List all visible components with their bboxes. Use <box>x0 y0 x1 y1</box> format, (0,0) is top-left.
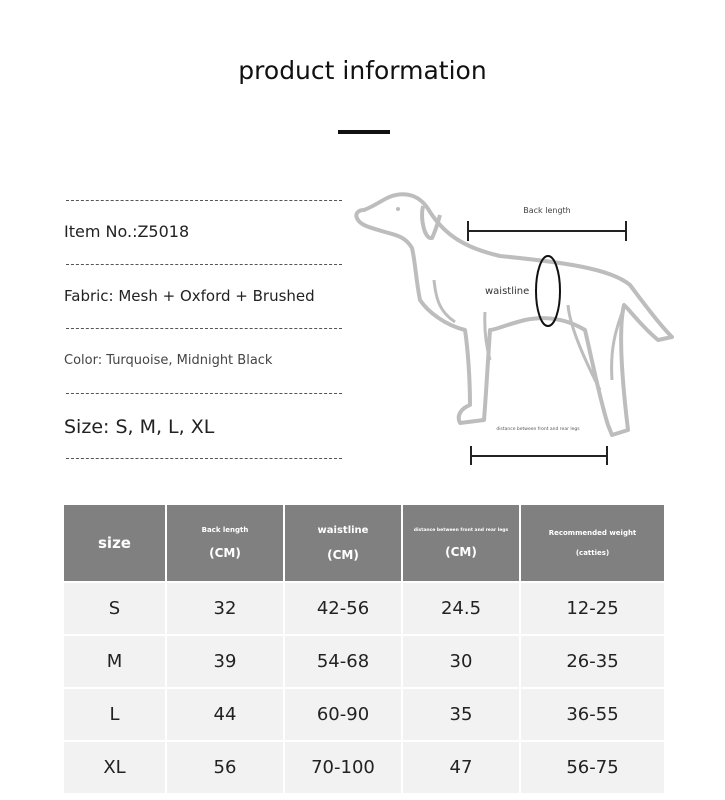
waistline-marker <box>535 255 561 327</box>
leg-distance-label: distance between front and rear legs <box>496 426 580 432</box>
header-label: Back length <box>201 526 249 534</box>
header-unit: (catties) <box>575 549 610 557</box>
table-cell: 24.5 <box>403 583 519 634</box>
table-cell: XL <box>64 742 165 793</box>
size: Size: S, M, L, XL <box>64 416 215 438</box>
header-back-length: Back length (CM) <box>167 505 283 581</box>
header-size: size <box>64 505 165 581</box>
table-cell: 36-55 <box>521 689 664 740</box>
dog-diagram: Back length waistline distance between f… <box>354 192 674 465</box>
table-cell: 56-75 <box>521 742 664 793</box>
waistline-label: waistline <box>485 286 529 297</box>
back-length-marker <box>467 221 627 241</box>
table-cell: 12-25 <box>521 583 664 634</box>
table-cell: M <box>64 636 165 687</box>
size-chart-table: size Back length (CM) waistline (CM) dista… <box>62 503 666 795</box>
table-cell: 47 <box>403 742 519 793</box>
item-number: Item No.:Z5018 <box>64 222 190 241</box>
divider <box>66 328 342 329</box>
table-cell: 39 <box>167 636 283 687</box>
leg-distance-marker <box>470 446 608 465</box>
table-cell: 26-35 <box>521 636 664 687</box>
divider <box>66 200 342 201</box>
header-unit: (CM) <box>327 547 359 562</box>
table-cell: 30 <box>403 636 519 687</box>
header-label: Recommended weight <box>548 529 637 537</box>
table-cell: 70-100 <box>285 742 401 793</box>
table-row: L 44 60-90 35 36-55 <box>64 689 664 740</box>
header-label: waistline <box>317 524 369 536</box>
table-cell: 32 <box>167 583 283 634</box>
divider <box>66 393 342 394</box>
header-unit: (CM) <box>209 546 241 560</box>
header-weight: Recommended weight (catties) <box>521 505 664 581</box>
table-row: XL 56 70-100 47 56-75 <box>64 742 664 793</box>
back-length-label: Back length <box>523 206 570 215</box>
table-header-row: size Back length (CM) waistline (CM) dista… <box>64 505 664 581</box>
table-cell: 35 <box>403 689 519 740</box>
divider <box>66 264 342 265</box>
table-cell: 60-90 <box>285 689 401 740</box>
header-unit: (CM) <box>445 544 477 559</box>
table-cell: 42-56 <box>285 583 401 634</box>
table-cell: L <box>64 689 165 740</box>
table-row: M 39 54-68 30 26-35 <box>64 636 664 687</box>
table-cell: 56 <box>167 742 283 793</box>
table-cell: 54-68 <box>285 636 401 687</box>
color: Color: Turquoise, Midnight Black <box>64 353 273 368</box>
page-title: product information <box>238 56 487 85</box>
header-waistline: waistline (CM) <box>285 505 401 581</box>
header-leg-distance: distance between front and rear legs (CM) <box>403 505 519 581</box>
header-label: distance between front and rear legs <box>413 527 509 533</box>
divider <box>66 458 342 459</box>
fabric: Fabric: Mesh + Oxford + Brushed <box>64 287 315 305</box>
table-row: S 32 42-56 24.5 12-25 <box>64 583 664 634</box>
table-cell: S <box>64 583 165 634</box>
title-underline <box>338 130 390 134</box>
table-cell: 44 <box>167 689 283 740</box>
